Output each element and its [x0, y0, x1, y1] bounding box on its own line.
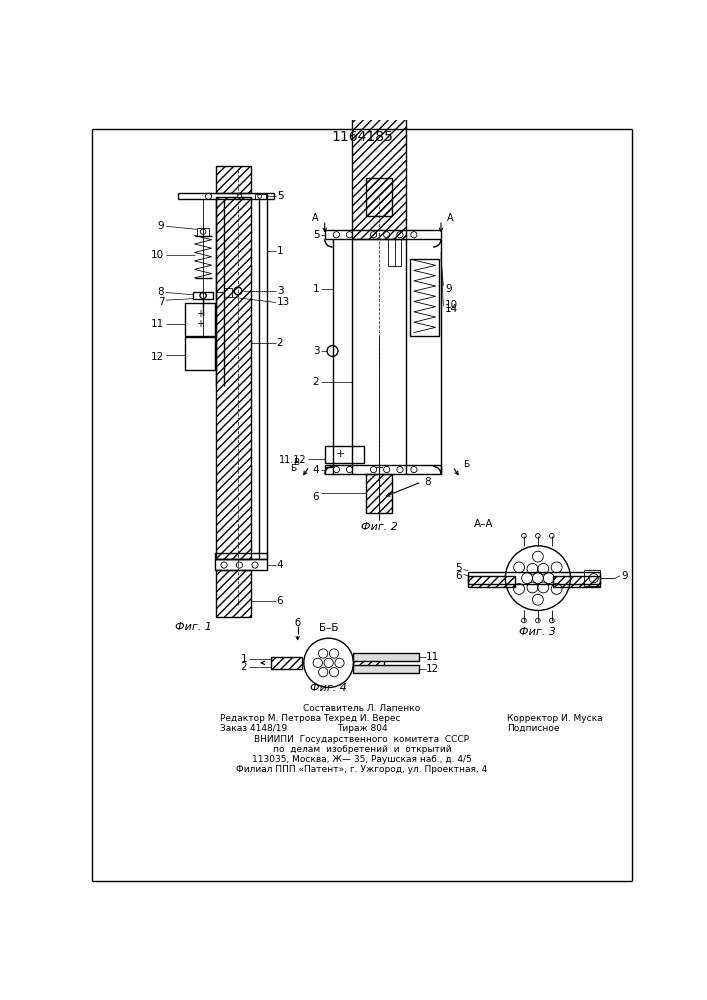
- Text: 2: 2: [312, 377, 320, 387]
- Text: 10: 10: [151, 250, 164, 260]
- Text: Фиг. 3: Фиг. 3: [520, 627, 556, 637]
- Bar: [354, 657, 385, 669]
- Text: 6: 6: [312, 492, 320, 502]
- Text: 12: 12: [426, 664, 439, 674]
- Text: 1: 1: [240, 654, 247, 664]
- Bar: [215, 559, 267, 570]
- Bar: [366, 178, 392, 216]
- Bar: [410, 259, 440, 336]
- Bar: [216, 570, 251, 617]
- Text: 9: 9: [621, 571, 629, 581]
- Text: 10: 10: [445, 300, 458, 310]
- Bar: [366, 474, 392, 513]
- Text: +: +: [374, 463, 384, 473]
- Text: 2: 2: [276, 338, 284, 348]
- Bar: [352, 4, 406, 239]
- Text: Составитель Л. Лапенко: Составитель Л. Лапенко: [303, 704, 421, 713]
- Bar: [216, 166, 251, 193]
- Text: 4: 4: [276, 560, 284, 570]
- Text: А–А: А–А: [474, 519, 493, 529]
- Text: 1: 1: [276, 246, 284, 256]
- Bar: [193, 292, 213, 299]
- Text: по  делам  изобретений  и  открытий: по делам изобретений и открытий: [273, 745, 451, 754]
- Text: 113035, Москва, Ж— 35, Раушская наб., д. 4/5: 113035, Москва, Ж— 35, Раушская наб., д.…: [252, 755, 472, 764]
- Bar: [354, 665, 419, 673]
- Text: 11: 11: [151, 319, 164, 329]
- Text: А: А: [312, 213, 319, 223]
- Text: Фиг. 4: Фиг. 4: [310, 683, 347, 693]
- Text: 11.12: 11.12: [279, 455, 307, 465]
- Bar: [215, 553, 267, 559]
- Text: А: А: [448, 213, 454, 223]
- Text: Фиг. 2: Фиг. 2: [361, 522, 397, 532]
- Text: 8: 8: [158, 287, 164, 297]
- Text: ВНИИПИ  Государственного  комитета  СССР: ВНИИПИ Государственного комитета СССР: [255, 735, 469, 744]
- Text: 3: 3: [312, 346, 320, 356]
- Bar: [388, 239, 401, 266]
- Text: Подписное: Подписное: [507, 724, 559, 733]
- Text: Техред И. Верес: Техред И. Верес: [323, 714, 401, 723]
- Text: 5: 5: [455, 563, 462, 573]
- Text: В: В: [293, 458, 299, 467]
- Text: 2: 2: [240, 662, 247, 672]
- Text: 5: 5: [312, 230, 320, 240]
- Text: Корректор И. Муска: Корректор И. Муска: [507, 714, 602, 723]
- Text: +: +: [196, 319, 204, 329]
- Text: 14: 14: [445, 304, 458, 314]
- Text: Филиал ППП «Патент», г. Ужгород, ул. Проектная, 4: Филиал ППП «Патент», г. Ужгород, ул. Про…: [236, 765, 488, 774]
- Text: +: +: [336, 449, 345, 459]
- Text: Заказ 4148/19: Заказ 4148/19: [220, 724, 287, 733]
- Text: 13: 13: [276, 297, 290, 307]
- Text: Б: Б: [290, 464, 296, 473]
- Text: Б–Б: Б–Б: [319, 623, 339, 633]
- Bar: [185, 303, 215, 336]
- Text: 3: 3: [276, 286, 284, 296]
- Bar: [585, 570, 600, 586]
- Text: 7: 7: [158, 297, 164, 307]
- Bar: [325, 446, 363, 463]
- Text: Тираж 804: Тираж 804: [337, 724, 387, 733]
- Text: Редактор М. Петрова: Редактор М. Петрова: [220, 714, 321, 723]
- Bar: [554, 576, 600, 587]
- Text: 1: 1: [312, 284, 320, 294]
- Text: 8: 8: [424, 477, 431, 487]
- Text: +: +: [196, 309, 204, 319]
- Bar: [468, 576, 515, 587]
- Bar: [224, 288, 232, 297]
- Bar: [197, 228, 209, 235]
- Bar: [325, 465, 441, 474]
- Text: 4: 4: [312, 465, 320, 475]
- Text: 12: 12: [151, 352, 164, 362]
- Bar: [216, 197, 251, 559]
- Text: 6: 6: [455, 571, 462, 581]
- Bar: [271, 657, 301, 669]
- Text: Фиг. 1: Фиг. 1: [175, 622, 211, 632]
- Text: б: б: [295, 618, 300, 628]
- Text: 5: 5: [276, 191, 284, 201]
- Bar: [325, 230, 441, 239]
- Text: 9: 9: [445, 284, 452, 294]
- Bar: [354, 653, 419, 661]
- Text: 6: 6: [276, 596, 284, 606]
- Bar: [255, 194, 266, 199]
- Text: Б: Б: [464, 460, 469, 469]
- Text: 1164185: 1164185: [331, 130, 393, 144]
- Text: 11: 11: [426, 652, 439, 662]
- Text: 9: 9: [158, 221, 164, 231]
- Bar: [185, 337, 215, 370]
